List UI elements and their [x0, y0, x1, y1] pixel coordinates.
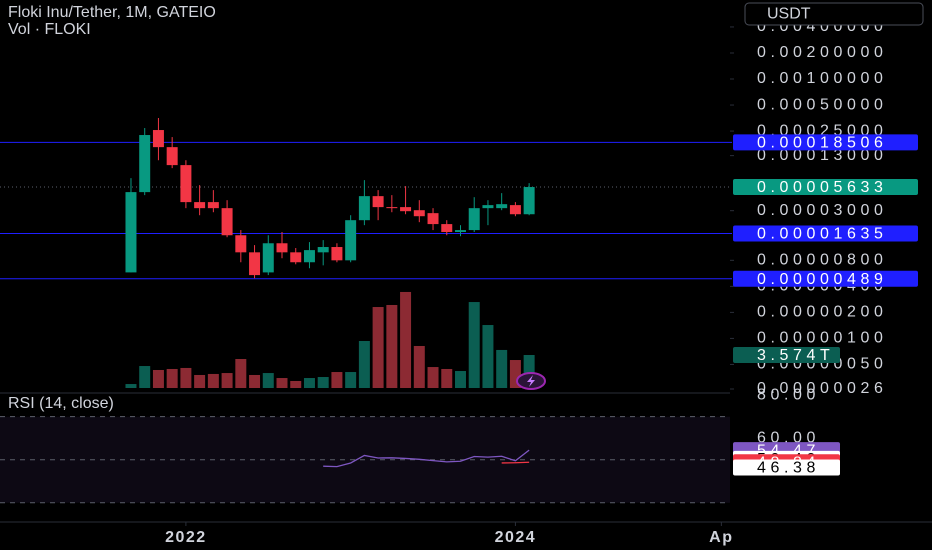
volume-bar — [523, 354, 535, 388]
y-tick-label: 0.00000100 — [757, 330, 888, 347]
candle-body — [482, 205, 494, 209]
candle-body — [152, 130, 164, 148]
y-tick-label: 0.00000200 — [757, 304, 888, 321]
volume-bar — [413, 345, 425, 388]
volume-bar — [441, 368, 453, 388]
price-line-label: 0.00018506 — [757, 135, 888, 152]
candle-body — [139, 135, 151, 193]
rsi-tick-label: 80.00 — [757, 386, 820, 403]
y-tick-label: 0.00013000 — [757, 147, 888, 164]
volume-bar — [482, 325, 494, 388]
x-tick-label: 2022 — [165, 529, 207, 546]
rsi-line — [323, 449, 530, 468]
last-price-box — [733, 179, 918, 196]
price-line-box — [733, 134, 918, 151]
candle-body — [194, 202, 206, 209]
candle-body — [235, 235, 247, 253]
y-tick-label: 0.00200000 — [757, 44, 888, 61]
volume-bar — [207, 373, 219, 388]
candle-body — [441, 224, 453, 233]
candle-body — [496, 204, 508, 209]
candle-body — [386, 207, 398, 209]
candle-body — [413, 210, 425, 217]
chart-title: Floki Inu/Tether, 1M, GATEIO — [8, 4, 216, 21]
candle-body — [303, 250, 315, 263]
y-tick-label: 0.00000026 — [757, 380, 888, 397]
y-tick-label: 0.00003000 — [757, 202, 888, 219]
volume-bar — [221, 373, 233, 388]
volume-bar — [386, 304, 398, 388]
volume-bar — [345, 372, 357, 388]
y-tick-label: 0.00000800 — [757, 252, 888, 269]
volume-bar — [180, 367, 192, 388]
candle-body — [358, 196, 370, 221]
candle-body — [454, 230, 466, 233]
rsi-title: RSI (14, close) — [8, 395, 114, 412]
x-tick-label: 2024 — [495, 529, 537, 546]
volume-bar — [509, 360, 521, 388]
volume-bar — [400, 291, 412, 388]
volume-bar — [372, 307, 384, 388]
candle-body — [468, 208, 480, 231]
candle-body — [180, 165, 192, 203]
candle-body — [262, 243, 274, 273]
currency-button[interactable]: USDT — [744, 2, 924, 26]
volume-bar — [290, 380, 302, 388]
candle-body — [509, 205, 521, 215]
volume-title: Vol · FLOKI — [8, 21, 91, 38]
volume-bar — [468, 302, 480, 388]
candle-body — [331, 247, 343, 261]
candle-body — [166, 147, 178, 166]
price-line-box — [733, 270, 918, 287]
last-price-label: 0.00005633 — [757, 179, 888, 196]
candle-body — [400, 207, 412, 212]
volume-value-label: 3.574T — [757, 347, 834, 364]
candle-body — [345, 220, 357, 261]
candle-body — [372, 196, 384, 208]
volume-bar — [262, 373, 274, 388]
candle-body — [276, 243, 288, 253]
y-tick-label: 0.00050000 — [757, 96, 888, 113]
price-line-label: 0.00001635 — [757, 226, 888, 243]
volume-bar — [235, 359, 247, 388]
volume-value-box — [733, 346, 840, 363]
volume-bar — [152, 369, 164, 388]
volume-bar — [249, 374, 261, 388]
currency-label[interactable]: USDT — [767, 6, 811, 23]
volume-bar — [166, 368, 178, 388]
lightning-badge[interactable] — [516, 372, 546, 390]
volume-bar — [276, 378, 288, 388]
candle-body — [221, 208, 233, 236]
volume-bar — [496, 349, 508, 388]
volume-bar — [125, 384, 137, 388]
candle-body — [523, 187, 535, 215]
currency-button-frame[interactable] — [744, 2, 924, 26]
price-line-box — [733, 225, 918, 242]
volume-bar — [427, 367, 439, 388]
volume-bar — [331, 372, 343, 388]
rsi-value-box — [733, 459, 840, 476]
rsi-ma-line — [501, 461, 530, 464]
volume-bar — [303, 378, 315, 388]
price-line-label: 0.00000489 — [757, 271, 888, 288]
x-tick-label: Ap — [709, 529, 733, 546]
badge-icon[interactable] — [527, 375, 535, 387]
candle-body — [207, 202, 219, 209]
volume-bar — [454, 371, 466, 388]
volume-bar — [358, 341, 370, 388]
rsi-value-label: 46.38 — [757, 460, 820, 477]
candle-body — [125, 192, 137, 273]
volume-bar — [139, 366, 151, 388]
candle-body — [427, 213, 439, 225]
plot-layer: 0.004000000.002000000.001000000.00050000… — [0, 18, 918, 546]
candle-body — [249, 252, 261, 276]
volume-bar — [194, 374, 206, 388]
candle-body — [317, 247, 329, 253]
candle-body — [290, 252, 302, 263]
volume-bar — [317, 377, 329, 388]
y-tick-label: 0.00100000 — [757, 70, 888, 87]
